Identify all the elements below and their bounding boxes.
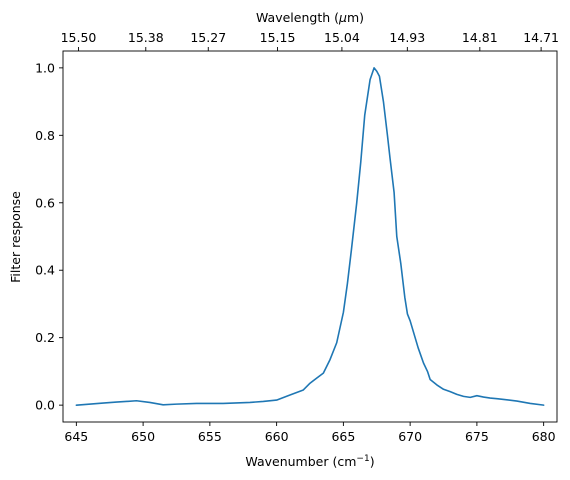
top-tick-label: 14.93 <box>389 30 425 45</box>
y-tick-label: 1.0 <box>35 60 55 75</box>
y-tick-label: 0.6 <box>35 195 55 210</box>
top-tick-label: 15.38 <box>128 30 164 45</box>
top-axis-label: Wavelength (μm) <box>256 10 364 25</box>
top-axis-label-mu: μ <box>338 10 347 25</box>
y-tick-label: 0.4 <box>35 263 55 278</box>
y-tick-label: 0.0 <box>35 398 55 413</box>
x-tick-label: 650 <box>131 429 155 444</box>
x-tick-label: 680 <box>532 429 556 444</box>
axes-layer: 645 650 655 660 665 670 675 680 0.0 0.2 0.4 0.6 0.8 1… <box>35 30 559 444</box>
top-tick-label: 15.50 <box>61 30 97 45</box>
top-tick-label: 14.81 <box>462 30 498 45</box>
plot-layer <box>75 67 545 406</box>
x-tick-label: 645 <box>64 429 88 444</box>
x-tick-label: 660 <box>265 429 289 444</box>
series-line-0 <box>75 67 545 406</box>
y-tick-label: 0.8 <box>35 128 55 143</box>
y-tick-label: 0.2 <box>35 330 55 345</box>
x-axis-label-main: Wavenumber (cm <box>245 454 356 469</box>
top-tick-label: 14.71 <box>523 30 559 45</box>
x-axis-label-superscript: −1 <box>356 454 369 464</box>
top-axis-label-suffix: m) <box>347 10 364 25</box>
x-axis-label-suffix: ) <box>370 454 375 469</box>
x-tick-label: 665 <box>331 429 355 444</box>
plot-frame <box>62 50 558 423</box>
x-axis-label: Wavenumber (cm−1) <box>245 454 374 469</box>
x-tick-label: 670 <box>398 429 422 444</box>
y-axis-label: Filter response <box>8 191 23 283</box>
top-tick-label: 15.04 <box>324 30 360 45</box>
top-tick-label: 15.27 <box>190 30 226 45</box>
x-tick-label: 655 <box>198 429 222 444</box>
top-tick-label: 15.15 <box>260 30 296 45</box>
x-tick-label: 675 <box>465 429 489 444</box>
top-axis-label-main: Wavelength ( <box>256 10 339 25</box>
